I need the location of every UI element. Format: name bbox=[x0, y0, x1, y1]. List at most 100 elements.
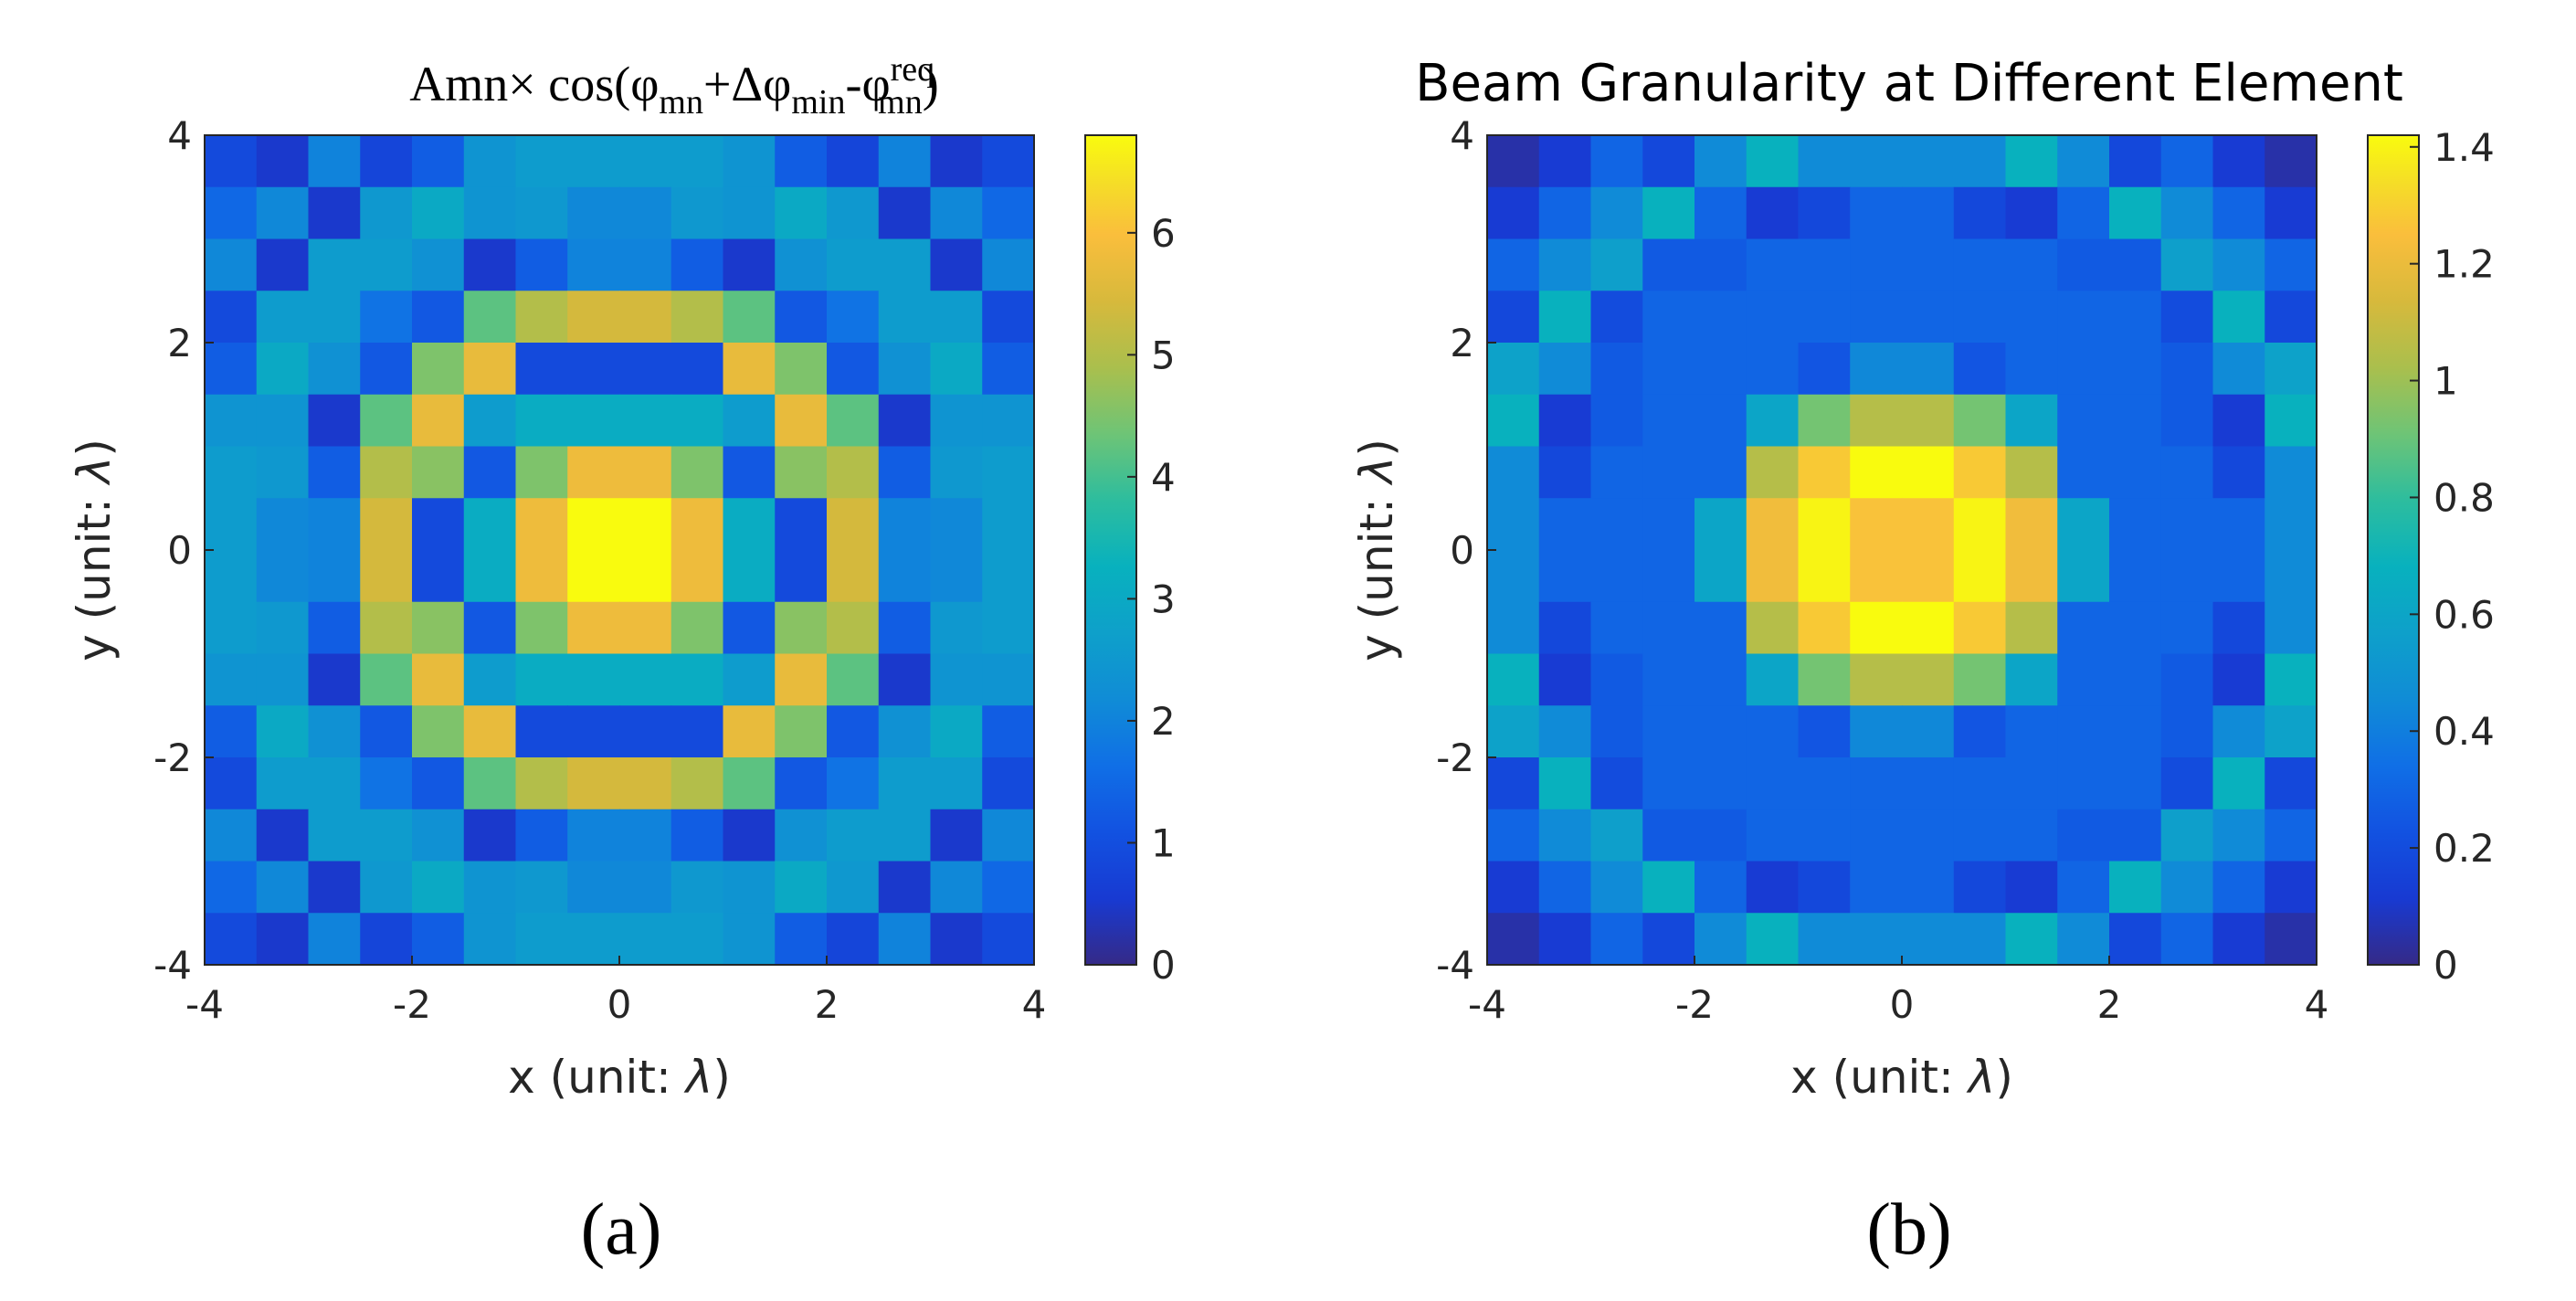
colorbar-tick-label: 6 bbox=[1151, 211, 1176, 256]
heatmap-cell-r14-c5 bbox=[463, 861, 517, 914]
heatmap-cell-r2-c11 bbox=[775, 238, 828, 291]
heatmap-cell-r1-c0 bbox=[1487, 186, 1540, 240]
heatmap-cell-r12-c10 bbox=[2005, 757, 2058, 810]
heatmap-cell-r0-c11 bbox=[775, 135, 828, 188]
panel-a: Amn× cos(φmn+Δφmin-φreq mn) -4 -2 0 2 4 4 2 0 -2… bbox=[68, 50, 1176, 1270]
heatmap-cell-r4-c10 bbox=[2005, 343, 2058, 396]
heatmap-cell-r12-c7 bbox=[567, 757, 620, 810]
heatmap-cell-r5-c1 bbox=[256, 394, 310, 448]
heatmap-cell-r7-c5 bbox=[463, 498, 517, 551]
heatmap-cell-r11-c2 bbox=[1590, 705, 1643, 758]
heatmap-cell-r1-c11 bbox=[2057, 186, 2110, 240]
heatmap-cell-r0-c8 bbox=[1902, 135, 1955, 188]
colorbar-gradient bbox=[2367, 134, 2420, 966]
colorbar-tick-label: 4 bbox=[1151, 455, 1176, 500]
heatmap-cell-r15-c9 bbox=[1953, 913, 2007, 966]
heatmap-cell-r1-c10 bbox=[723, 186, 776, 240]
colorbar-tick-label: 3 bbox=[1151, 576, 1176, 621]
heatmap-cell-r12-c12 bbox=[827, 757, 880, 810]
heatmap-cell-r2-c8 bbox=[1902, 238, 1955, 291]
heatmap-cell-r6-c4 bbox=[1694, 446, 1747, 499]
heatmap-cell-r2-c0 bbox=[205, 238, 258, 291]
heatmap-cell-r10-c6 bbox=[515, 653, 568, 706]
heatmap-cell-r6-c9 bbox=[670, 446, 724, 499]
x-tick-label: -4 bbox=[1468, 982, 1506, 1027]
heatmap-cell-r8-c0 bbox=[205, 550, 258, 603]
heatmap-cell-r3-c3 bbox=[360, 291, 413, 344]
heatmap-cell-r5-c11 bbox=[2057, 394, 2110, 448]
heatmap-cell-r11-c7 bbox=[1850, 705, 1903, 758]
heatmap-cell-r15-c4 bbox=[412, 913, 465, 966]
heatmap-cell-r11-c12 bbox=[2109, 705, 2162, 758]
heatmap-cell-r4-c8 bbox=[619, 343, 672, 396]
heatmap-cell-r12-c15 bbox=[982, 757, 1035, 810]
heatmap-cell-r2-c13 bbox=[878, 238, 932, 291]
heatmap-cell-r8-c4 bbox=[412, 550, 465, 603]
heatmap-cell-r1-c3 bbox=[360, 186, 413, 240]
heatmap-cell-r12-c6 bbox=[515, 757, 568, 810]
heatmap-cell-r0-c1 bbox=[1538, 135, 1592, 188]
heatmap-cell-r10-c10 bbox=[723, 653, 776, 706]
heatmap-cell-r9-c4 bbox=[1694, 601, 1747, 655]
heatmap-cell-r8-c7 bbox=[567, 550, 620, 603]
heatmap-cell-r1-c7 bbox=[1850, 186, 1903, 240]
heatmap-cell-r13-c6 bbox=[1798, 809, 1851, 862]
heatmap-cell-r15-c8 bbox=[619, 913, 672, 966]
heatmap-cell-r11-c12 bbox=[827, 705, 880, 758]
heatmap-cell-r6-c8 bbox=[619, 446, 672, 499]
heatmap-cell-r0-c13 bbox=[2160, 135, 2214, 188]
heatmap-cell-r10-c3 bbox=[360, 653, 413, 706]
heatmap-cell-r9-c4 bbox=[412, 601, 465, 655]
heatmap-cell-r5-c6 bbox=[515, 394, 568, 448]
heatmap-cell-r14-c8 bbox=[1902, 861, 1955, 914]
heatmap-cell-r13-c6 bbox=[515, 809, 568, 862]
heatmap-cell-r15-c5 bbox=[1746, 913, 1800, 966]
heatmap-cell-r3-c12 bbox=[2109, 291, 2162, 344]
heatmap-cell-r12-c8 bbox=[619, 757, 672, 810]
heatmap-cell-r14-c14 bbox=[930, 861, 983, 914]
heatmap-cell-r11-c5 bbox=[1746, 705, 1800, 758]
heatmap-cell-r15-c15 bbox=[2265, 913, 2317, 966]
heatmap-cell-r8-c3 bbox=[360, 550, 413, 603]
heatmap-cell-r0-c11 bbox=[2057, 135, 2110, 188]
heatmap-cell-r5-c15 bbox=[982, 394, 1035, 448]
heatmap-cell-r13-c15 bbox=[982, 809, 1035, 862]
heatmap-cell-r0-c3 bbox=[360, 135, 413, 188]
heatmap-cell-r2-c10 bbox=[2005, 238, 2058, 291]
heatmap-cell-r10-c2 bbox=[308, 653, 361, 706]
heatmap-cell-r11-c1 bbox=[256, 705, 310, 758]
heatmap-cell-r2-c15 bbox=[982, 238, 1035, 291]
heatmap-cell-r7-c4 bbox=[412, 498, 465, 551]
heatmap-cell-r7-c9 bbox=[670, 498, 724, 551]
heatmap-cell-r6-c14 bbox=[930, 446, 983, 499]
heatmap-cell-r14-c1 bbox=[256, 861, 310, 914]
heatmap-cell-r8-c11 bbox=[2057, 550, 2110, 603]
heatmap-cell-r3-c15 bbox=[2265, 291, 2317, 344]
heatmap-cell-r0-c0 bbox=[205, 135, 258, 188]
heatmap-cell-r15-c7 bbox=[1850, 913, 1903, 966]
heatmap-cell-r0-c6 bbox=[1798, 135, 1851, 188]
panel-b-heatmap bbox=[1487, 135, 2317, 966]
heatmap-cell-r10-c9 bbox=[1953, 653, 2007, 706]
heatmap-cell-r5-c13 bbox=[878, 394, 932, 448]
heatmap-cell-r9-c13 bbox=[878, 601, 932, 655]
x-tick-label: 2 bbox=[815, 982, 839, 1027]
heatmap-cell-r13-c4 bbox=[1694, 809, 1747, 862]
heatmap-cell-r5-c5 bbox=[463, 394, 517, 448]
heatmap-cell-r3-c8 bbox=[1902, 291, 1955, 344]
heatmap-cell-r9-c1 bbox=[256, 601, 310, 655]
x-tick-label: 2 bbox=[2097, 982, 2122, 1027]
heatmap-cell-r5-c14 bbox=[2212, 394, 2265, 448]
heatmap-cell-r7-c3 bbox=[360, 498, 413, 551]
heatmap-cell-r4-c5 bbox=[1746, 343, 1800, 396]
heatmap-cell-r12-c14 bbox=[2212, 757, 2265, 810]
heatmap-cell-r9-c10 bbox=[2005, 601, 2058, 655]
heatmap-cell-r15-c0 bbox=[1487, 913, 1540, 966]
heatmap-cell-r1-c1 bbox=[1538, 186, 1592, 240]
heatmap-cell-r6-c0 bbox=[1487, 446, 1540, 499]
heatmap-cell-r10-c5 bbox=[1746, 653, 1800, 706]
heatmap-cell-r15-c8 bbox=[1902, 913, 1955, 966]
heatmap-cell-r5-c3 bbox=[1642, 394, 1695, 448]
heatmap-cell-r10-c11 bbox=[2057, 653, 2110, 706]
heatmap-cell-r0-c15 bbox=[2265, 135, 2317, 188]
